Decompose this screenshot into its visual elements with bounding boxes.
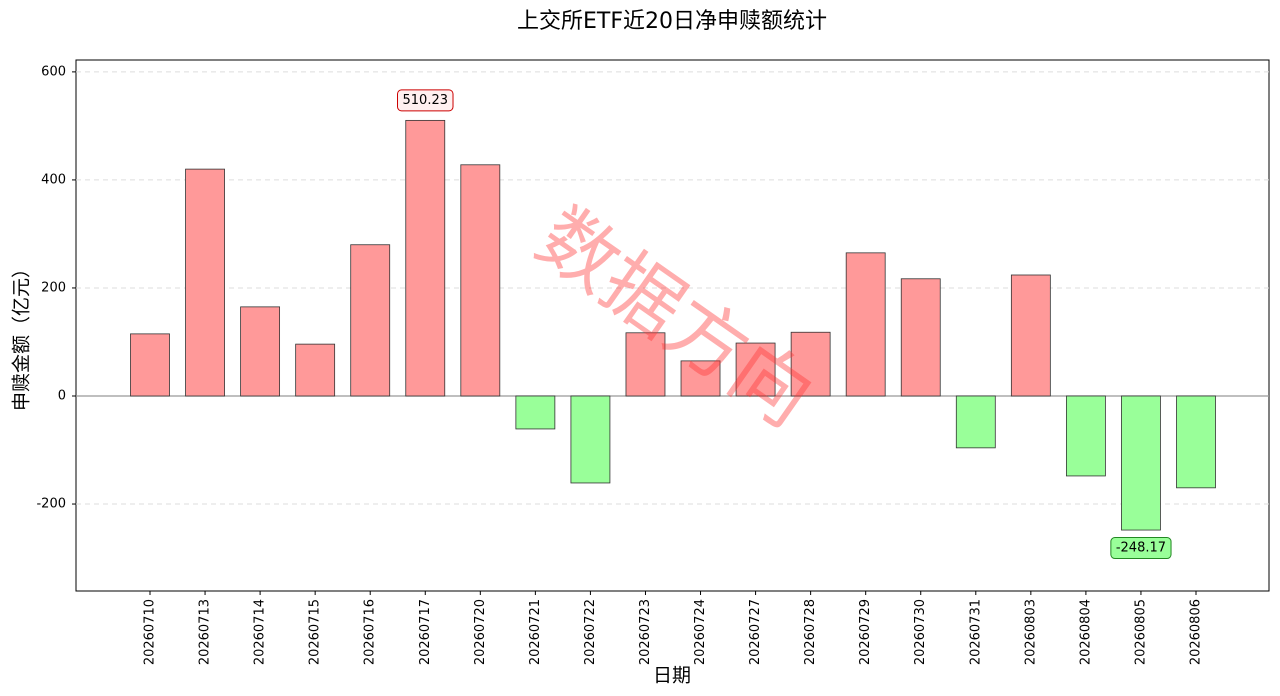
bar [350,244,391,397]
bar [460,164,501,397]
value-label-box [1110,537,1172,560]
bar [240,306,281,397]
bar [1176,395,1216,489]
value-label-box [397,89,454,112]
x-tick-label: 20260716 [363,599,378,665]
bar [1065,395,1106,477]
x-tick-label: 20260714 [253,599,268,665]
bar [1010,274,1051,397]
y-axis-label: 申赎金额（亿元） [11,259,33,411]
value-label: 510.23 [403,93,449,108]
bar [295,343,336,397]
y-tick-label: 0 [58,388,66,403]
value-label-group: -248.17 [1110,537,1172,560]
x-tick-label: 20260806 [1189,599,1204,665]
x-axis-label: 日期 [653,665,691,687]
x-tick-label: 20260731 [968,599,983,665]
x-tick-label: 20260728 [803,599,818,665]
x-tick-label: 20260721 [528,599,543,665]
value-label-group: 510.23 [397,89,454,112]
x-tick-label: 20260713 [198,599,213,665]
x-tick-label: 20260730 [913,599,928,665]
x-tick-label: 20260717 [418,599,433,665]
value-label: -248.17 [1116,541,1166,556]
x-tick-label: 20260803 [1023,599,1038,665]
x-tick-label: 20260710 [143,599,158,665]
x-tick-label: 20260720 [473,599,488,665]
bar [1121,395,1161,531]
y-tick-label: 600 [41,64,66,79]
bar [625,332,666,397]
y-tick-label: 400 [41,172,66,187]
bar [185,168,225,397]
x-tick-label: 20260727 [748,599,763,665]
y-tick-label: 200 [41,280,66,295]
bar [515,395,556,430]
bar [900,278,941,397]
x-tick-label: 20260723 [638,599,653,665]
bar [955,395,996,449]
bar [845,252,886,397]
bar [130,333,170,397]
bar [570,395,611,484]
x-tick-label: 20260805 [1133,599,1148,665]
bar [735,342,776,397]
y-tick-label: -200 [36,497,66,512]
bar [405,119,446,397]
chart-title: 上交所ETF近20日净申赎额统计 [517,9,827,34]
bar [790,331,831,397]
x-tick-label: 20260729 [858,599,873,665]
bar [680,360,721,397]
plot-frame [75,59,1270,592]
x-tick-label: 20260715 [308,599,323,665]
x-tick-label: 20260724 [693,599,708,665]
watermark: 数据方向 [521,192,828,445]
x-tick-label: 20260804 [1078,599,1093,665]
x-tick-label: 20260722 [583,599,598,665]
